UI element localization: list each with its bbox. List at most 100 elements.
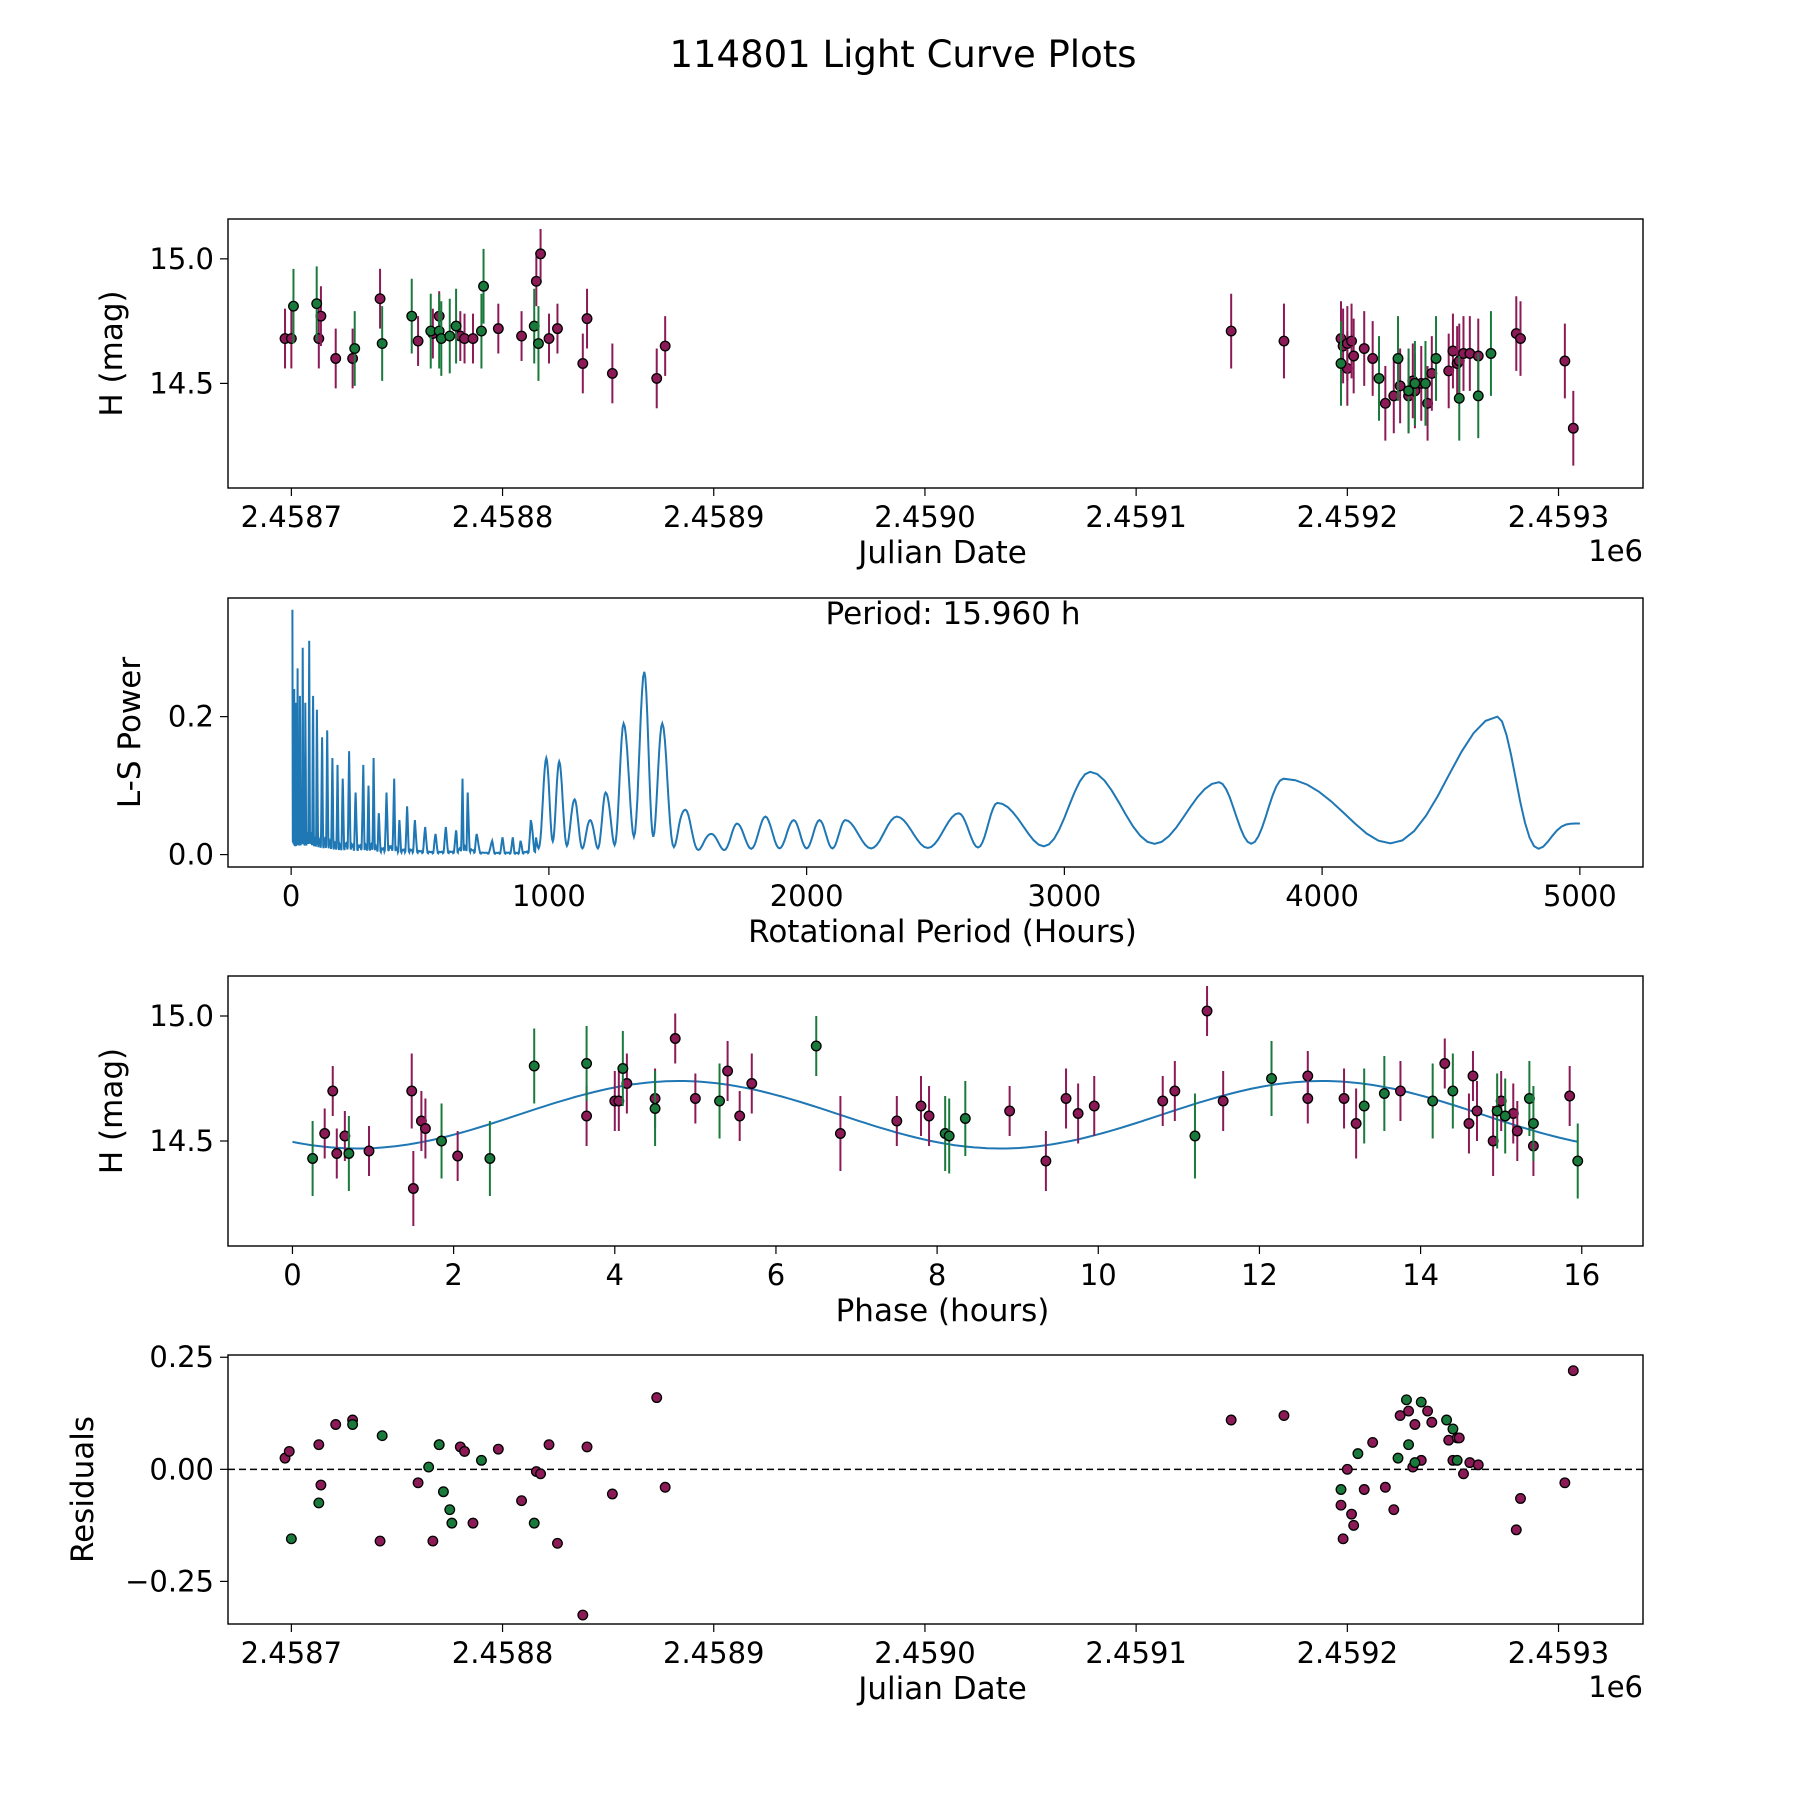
band-a-point bbox=[313, 1439, 325, 1451]
band-b-point bbox=[436, 1135, 447, 1147]
y-axis-label: Residuals bbox=[65, 1416, 101, 1563]
period-annotation: Period: 15.960 h bbox=[826, 596, 1081, 632]
band-b-point bbox=[1352, 1448, 1364, 1460]
band-a-point bbox=[535, 1468, 547, 1480]
band-b-point bbox=[1453, 392, 1465, 404]
band-a-point bbox=[581, 1110, 593, 1122]
phase-folded-plot-area bbox=[292, 986, 1584, 1226]
band-a-point bbox=[1088, 1100, 1100, 1112]
band-a-point bbox=[1358, 1484, 1370, 1495]
band-b-point bbox=[1499, 1110, 1511, 1122]
x-tick-label: 12 bbox=[1241, 1258, 1278, 1292]
band-a-point bbox=[606, 367, 618, 379]
x-tick-label: 8 bbox=[928, 1258, 946, 1292]
x-tick-label: 2.4588 bbox=[452, 1636, 553, 1670]
band-a-point bbox=[1348, 1519, 1360, 1531]
band-a-point bbox=[530, 275, 542, 287]
band-a-point bbox=[1472, 1459, 1484, 1471]
band-a-point bbox=[412, 335, 424, 347]
band-a-point bbox=[734, 1110, 746, 1122]
light-curve-plot-area bbox=[279, 228, 1579, 466]
band-a-point bbox=[363, 1145, 375, 1157]
band-a-point bbox=[1367, 1436, 1379, 1448]
band-b-point bbox=[1358, 1100, 1370, 1112]
band-a-point bbox=[1379, 397, 1391, 409]
band-a-point bbox=[1225, 325, 1237, 337]
band-a-point bbox=[407, 1183, 419, 1194]
band-a-point bbox=[1388, 1504, 1400, 1516]
band-b-point bbox=[649, 1103, 661, 1114]
band-a-point bbox=[1559, 355, 1571, 367]
band-a-point bbox=[535, 248, 547, 260]
periodogram-plot-area bbox=[291, 609, 1580, 857]
band-a-point bbox=[313, 333, 325, 345]
band-b-point bbox=[1403, 385, 1415, 397]
band-a-point bbox=[1350, 1118, 1362, 1129]
residuals-plot-area bbox=[228, 1365, 1643, 1621]
band-a-point bbox=[1453, 1432, 1465, 1444]
band-b-point bbox=[307, 1153, 319, 1164]
band-b-point bbox=[1415, 1396, 1427, 1408]
x-tick-label: 1000 bbox=[512, 879, 586, 913]
x-tick-label: 2.4591 bbox=[1085, 500, 1186, 534]
band-a-point bbox=[1467, 1070, 1479, 1082]
band-b-point bbox=[533, 338, 544, 349]
band-a-point bbox=[669, 1033, 681, 1044]
residuals-panel: 2.4587 2.4588 2.4589 2.4590 2.4591 2.4592 2.45… bbox=[65, 1340, 1644, 1707]
band-b-point bbox=[581, 1058, 593, 1069]
band-a-point bbox=[577, 1609, 589, 1621]
band-b-point bbox=[1392, 1452, 1404, 1464]
periodogram-frame bbox=[227, 597, 1644, 868]
band-a-point bbox=[1471, 1105, 1483, 1117]
x-tick-label: 14 bbox=[1402, 1258, 1439, 1292]
band-b-point bbox=[475, 1454, 487, 1466]
y-tick-label: 0.2 bbox=[168, 700, 214, 734]
x-tick-label: 6 bbox=[767, 1258, 785, 1292]
x-tick-label: 5000 bbox=[1543, 879, 1617, 913]
band-a-point bbox=[1346, 335, 1358, 347]
band-b-point bbox=[1572, 1155, 1584, 1167]
band-b-point bbox=[1491, 1105, 1503, 1117]
band-a-point bbox=[722, 1065, 734, 1077]
band-b-point bbox=[343, 1148, 355, 1159]
x-tick-label: 2.4589 bbox=[663, 500, 764, 534]
band-a-point bbox=[577, 358, 589, 369]
band-a-point bbox=[1040, 1155, 1052, 1167]
band-a-point bbox=[331, 1148, 343, 1159]
band-a-point bbox=[1004, 1105, 1016, 1117]
x-axis-label: Julian Date bbox=[856, 1671, 1027, 1707]
band-a-point bbox=[689, 1093, 701, 1104]
x-offset-label: 1e6 bbox=[1588, 1670, 1643, 1704]
band-a-point bbox=[834, 1128, 846, 1139]
band-b-point bbox=[1378, 1088, 1390, 1099]
y-tick-label: 15.0 bbox=[149, 242, 214, 276]
band-b-point bbox=[444, 1504, 456, 1516]
band-a-point bbox=[1426, 1416, 1438, 1428]
phase-folded-frame bbox=[227, 975, 1644, 1247]
y-tick-label: 0.00 bbox=[149, 1452, 214, 1486]
band-a-point bbox=[467, 1517, 479, 1529]
y-tick-label: 14.5 bbox=[149, 366, 214, 400]
band-a-point bbox=[581, 1441, 593, 1453]
x-tick-label: 2.4592 bbox=[1297, 500, 1398, 534]
band-a-point bbox=[319, 1128, 331, 1139]
x-tick-label: 2.4587 bbox=[241, 500, 342, 534]
band-a-point bbox=[1422, 1405, 1434, 1417]
band-a-point bbox=[1337, 1533, 1349, 1545]
band-a-point bbox=[374, 1535, 386, 1547]
band-b-point bbox=[1403, 1439, 1415, 1451]
periodogram-panel: 0 1000 2000 3000 4000 5000 0.0 0.2 Rotational Pe… bbox=[112, 597, 1644, 950]
band-a-point bbox=[1567, 422, 1579, 434]
light-curve-panel: 2.4587 2.4588 2.4589 2.4590 2.4591 2.4592 2.45… bbox=[94, 218, 1644, 571]
band-a-point bbox=[923, 1110, 935, 1122]
band-b-point bbox=[617, 1063, 629, 1074]
x-tick-label: 2.4588 bbox=[452, 500, 553, 534]
band-b-point bbox=[478, 280, 489, 292]
band-b-point bbox=[433, 1439, 445, 1451]
band-b-point bbox=[437, 1486, 449, 1498]
band-b-point bbox=[484, 1153, 496, 1164]
band-a-point bbox=[406, 1085, 418, 1097]
band-a-point bbox=[315, 1479, 327, 1491]
